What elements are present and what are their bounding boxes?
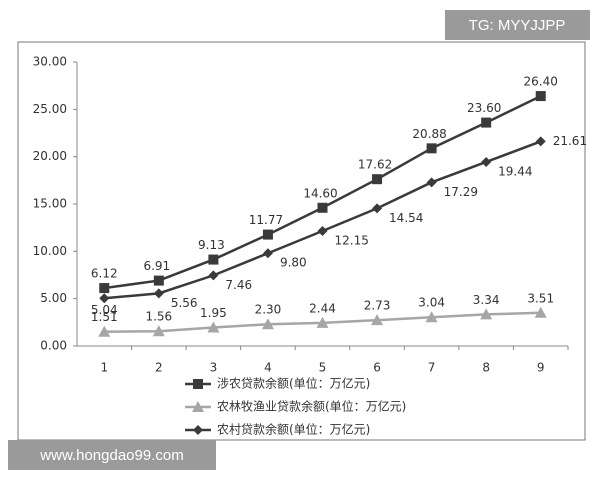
value-label: 3.04 (418, 296, 445, 310)
y-tick-label: 0.00 (40, 339, 67, 353)
marker (372, 174, 383, 185)
x-tick-label: 3 (210, 361, 218, 375)
marker (193, 425, 203, 435)
marker (208, 270, 219, 281)
marker (261, 318, 274, 330)
x-tick-label: 1 (100, 361, 108, 375)
value-label: 2.30 (255, 303, 282, 317)
x-tick-label: 6 (373, 361, 381, 375)
marker (98, 325, 111, 337)
marker (535, 91, 546, 102)
value-label: 19.44 (498, 164, 532, 178)
y-tick-label: 10.00 (33, 244, 67, 258)
marker (372, 203, 383, 214)
y-tick-label: 25.00 (33, 102, 67, 116)
marker (426, 143, 437, 154)
value-label: 9.80 (280, 256, 307, 270)
marker (153, 288, 164, 299)
marker (481, 117, 492, 128)
marker (208, 254, 219, 265)
value-label: 5.56 (171, 296, 198, 310)
x-tick-label: 4 (264, 361, 272, 375)
value-label: 20.88 (412, 127, 446, 141)
value-label: 5.04 (91, 303, 118, 317)
value-label: 1.95 (200, 306, 227, 320)
watermark-box (8, 440, 216, 470)
x-tick-label: 8 (482, 361, 490, 375)
value-label: 6.91 (143, 259, 170, 273)
marker (425, 311, 438, 323)
marker (207, 321, 220, 333)
value-label: 2.44 (309, 301, 336, 315)
y-tick-label: 5.00 (40, 291, 67, 305)
value-label: 11.77 (249, 213, 283, 227)
legend-label: 农林牧渔业贷款余额(单位：万亿元) (217, 399, 406, 414)
watermark: www.hongdao99.com (39, 447, 183, 464)
marker (152, 325, 165, 337)
y-tick-label: 30.00 (33, 55, 67, 69)
value-label: 3.34 (473, 293, 500, 307)
marker (262, 248, 273, 259)
marker (193, 379, 203, 389)
value-label: 14.60 (303, 186, 337, 200)
marker (480, 308, 493, 320)
value-label: 23.60 (467, 101, 501, 115)
marker (535, 136, 546, 147)
legend-label: 涉农贷款余额(单位：万亿元) (217, 376, 370, 391)
x-tick-label: 7 (428, 361, 436, 375)
value-label: 17.62 (358, 158, 392, 172)
value-label: 17.29 (444, 185, 478, 199)
value-label: 6.12 (91, 267, 118, 281)
marker (426, 177, 437, 188)
marker (317, 202, 328, 213)
marker (262, 229, 273, 240)
chart-frame (17, 41, 586, 441)
value-label: 14.54 (389, 211, 423, 225)
y-tick-label: 15.00 (33, 197, 67, 211)
value-label: 9.13 (198, 238, 225, 252)
value-label: 1.56 (145, 310, 172, 324)
value-label: 26.40 (524, 75, 558, 89)
watermark: TG: MYYJJPP (469, 17, 566, 34)
marker (481, 156, 492, 167)
value-label: 1.51 (91, 310, 118, 324)
x-tick-label: 9 (537, 361, 545, 375)
value-label: 2.73 (364, 299, 391, 313)
x-tick-label: 2 (155, 361, 163, 375)
value-label: 7.46 (225, 278, 252, 292)
x-tick-label: 5 (319, 361, 327, 375)
legend-label: 农村贷款余额(单位：万亿元) (217, 422, 370, 437)
watermark-box (445, 10, 590, 40)
value-label: 3.51 (527, 291, 554, 305)
value-label: 12.15 (335, 233, 369, 247)
marker (153, 275, 164, 286)
value-label: 21.61 (553, 134, 587, 148)
marker (317, 225, 328, 236)
marker (534, 306, 547, 318)
marker (371, 314, 384, 326)
marker (99, 293, 110, 304)
marker (316, 316, 329, 328)
marker (192, 401, 204, 412)
marker (99, 283, 110, 294)
y-tick-label: 20.00 (33, 149, 67, 163)
